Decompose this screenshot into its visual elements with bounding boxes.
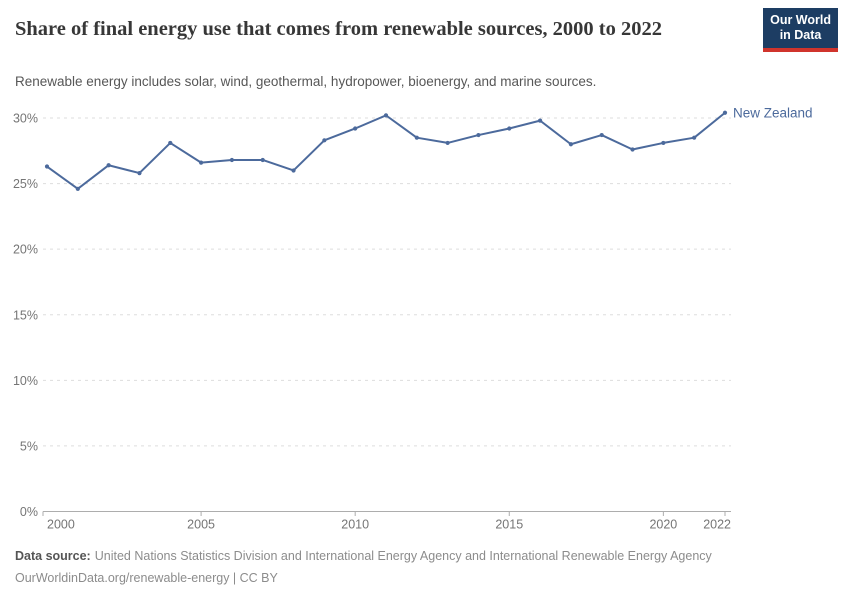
line-chart-svg: 0% 5% 10% 15% 20% 25% 30% 2000 2005 2010 2015 2020 2…	[13, 105, 813, 532]
data-point	[722, 110, 728, 115]
y-tick-label: 15%	[13, 308, 38, 322]
data-point	[291, 168, 296, 173]
y-tick-label: 25%	[13, 177, 38, 191]
data-point	[507, 126, 512, 131]
y-tick-label: 30%	[13, 112, 38, 126]
data-point	[476, 132, 481, 138]
data-source-text: United Nations Statistics Division and I…	[94, 549, 712, 563]
data-point	[630, 147, 635, 152]
chart-footer: Data source: United Nations Statistics Di…	[15, 545, 835, 589]
data-point	[383, 113, 389, 118]
data-point	[44, 164, 50, 169]
data-point	[75, 186, 80, 191]
data-point	[661, 140, 666, 146]
data-source-line: Data source: United Nations Statistics Di…	[15, 545, 835, 567]
y-tick-label: 0%	[20, 505, 38, 519]
page-title: Share of final energy use that comes fro…	[15, 18, 663, 40]
x-tick-label: 2010	[341, 518, 369, 532]
data-point	[198, 160, 204, 165]
x-tick-label: 2005	[187, 518, 215, 532]
data-point	[414, 135, 419, 140]
data-point	[260, 157, 265, 163]
x-tick-label: 2000	[47, 518, 75, 532]
data-point	[692, 135, 697, 140]
data-point	[322, 138, 327, 143]
data-point	[229, 157, 235, 163]
owid-logo-line2: in Data	[779, 28, 822, 42]
data-point	[168, 140, 173, 146]
x-tick-label: 2022	[703, 518, 731, 532]
data-point	[106, 163, 111, 168]
data-line	[46, 111, 726, 190]
data-source-label: Data source:	[15, 549, 91, 563]
data-point	[353, 126, 358, 131]
series-label: New Zealand	[733, 105, 813, 120]
data-point	[599, 132, 604, 138]
line-chart: 0% 5% 10% 15% 20% 25% 30% 2000 2005 2010 2015 2020 2…	[0, 88, 850, 548]
data-point	[537, 118, 543, 123]
x-tick-label: 2020	[649, 518, 677, 532]
data-point	[568, 142, 574, 147]
citation-line: OurWorldinData.org/renewable-energy | CC…	[15, 571, 278, 585]
x-tick-label: 2015	[495, 518, 523, 532]
y-tick-label: 5%	[20, 439, 38, 453]
owid-logo: Our World in Data	[763, 8, 838, 52]
y-tick-label: 20%	[13, 243, 38, 257]
chart-subtitle: Renewable energy includes solar, wind, g…	[15, 74, 597, 89]
y-tick-label: 10%	[13, 374, 38, 388]
data-point	[445, 140, 450, 146]
owid-logo-line1: Our World	[770, 13, 831, 27]
data-point	[137, 170, 142, 176]
